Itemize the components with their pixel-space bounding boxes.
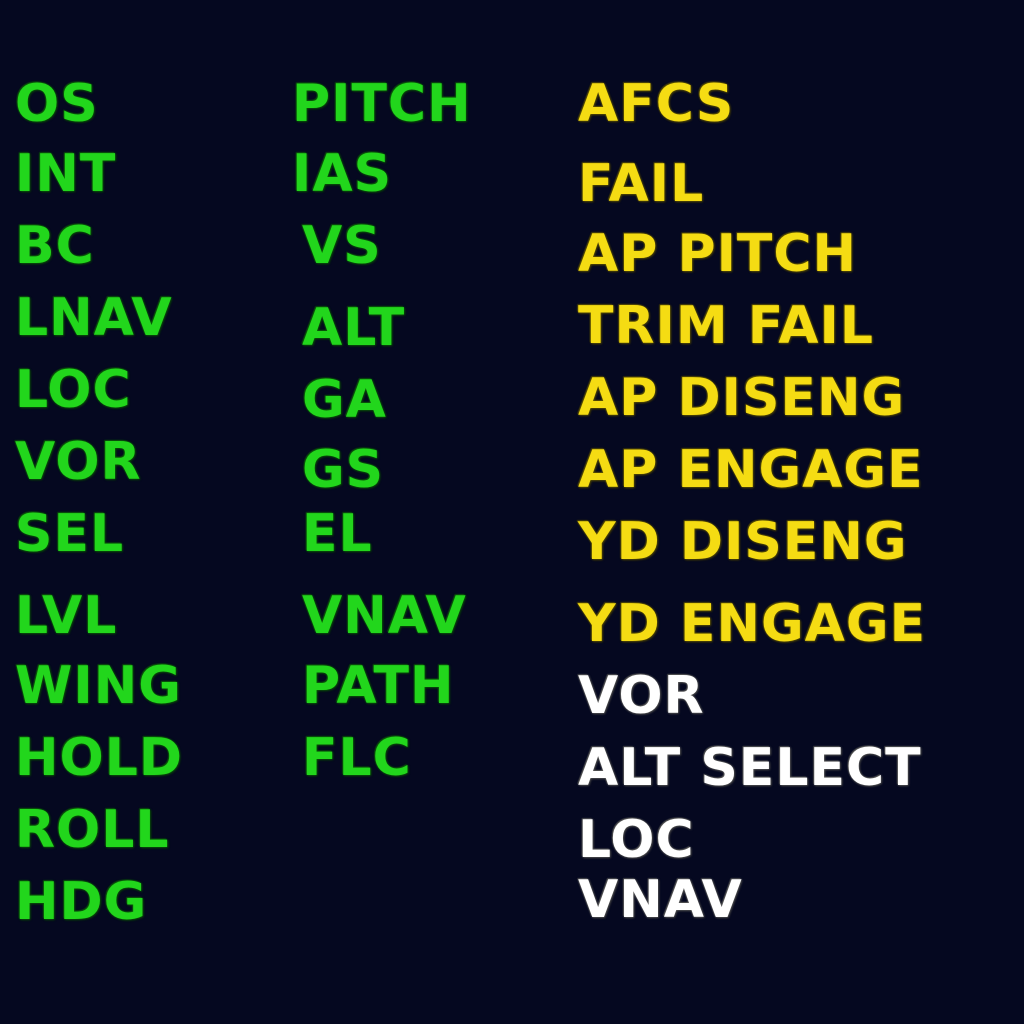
annunciation-yd-engage: YD ENGAGE <box>578 594 927 654</box>
vertical-mode-el: EL <box>302 504 373 564</box>
lateral-mode-vor: VOR <box>15 432 142 492</box>
lateral-mode-hold: HOLD <box>15 728 184 788</box>
lateral-mode-loc: LOC <box>15 360 132 420</box>
annunciation-trim-fail: TRIM FAIL <box>578 296 874 356</box>
lateral-mode-sel: SEL <box>15 504 125 564</box>
vertical-mode-vnav: VNAV <box>302 586 467 646</box>
armed-mode-loc: LOC <box>578 810 695 870</box>
annunciation-afcs: AFCS <box>578 74 735 134</box>
vertical-mode-ga: GA <box>302 370 387 430</box>
lateral-mode-bc: BC <box>15 216 95 276</box>
annunciation-ap-pitch: AP PITCH <box>578 224 858 284</box>
armed-mode-alt-select: ALT SELECT <box>578 738 922 798</box>
lateral-mode-wing: WING <box>15 656 182 716</box>
lateral-mode-lvl: LVL <box>15 586 118 646</box>
vertical-mode-vs: VS <box>302 216 382 276</box>
lateral-mode-roll: ROLL <box>15 800 170 860</box>
annunciation-fail: FAIL <box>578 154 705 214</box>
lateral-mode-os: OS <box>15 74 99 134</box>
annunciation-ap-diseng: AP DISENG <box>578 368 906 428</box>
vertical-mode-flc: FLC <box>302 728 412 788</box>
annunciation-yd-diseng: YD DISENG <box>578 512 908 572</box>
lateral-mode-lnav: LNAV <box>15 288 173 348</box>
vertical-mode-alt: ALT <box>302 298 406 358</box>
annunciation-ap-engage: AP ENGAGE <box>578 440 924 500</box>
vertical-mode-path: PATH <box>302 656 455 716</box>
vertical-mode-pitch: PITCH <box>292 74 472 134</box>
vertical-mode-ias: IAS <box>292 144 393 204</box>
lateral-mode-int: INT <box>15 144 117 204</box>
armed-mode-vnav: VNAV <box>578 870 743 930</box>
lateral-mode-hdg: HDG <box>15 872 148 932</box>
armed-mode-vor: VOR <box>578 666 705 726</box>
vertical-mode-gs: GS <box>302 440 385 500</box>
